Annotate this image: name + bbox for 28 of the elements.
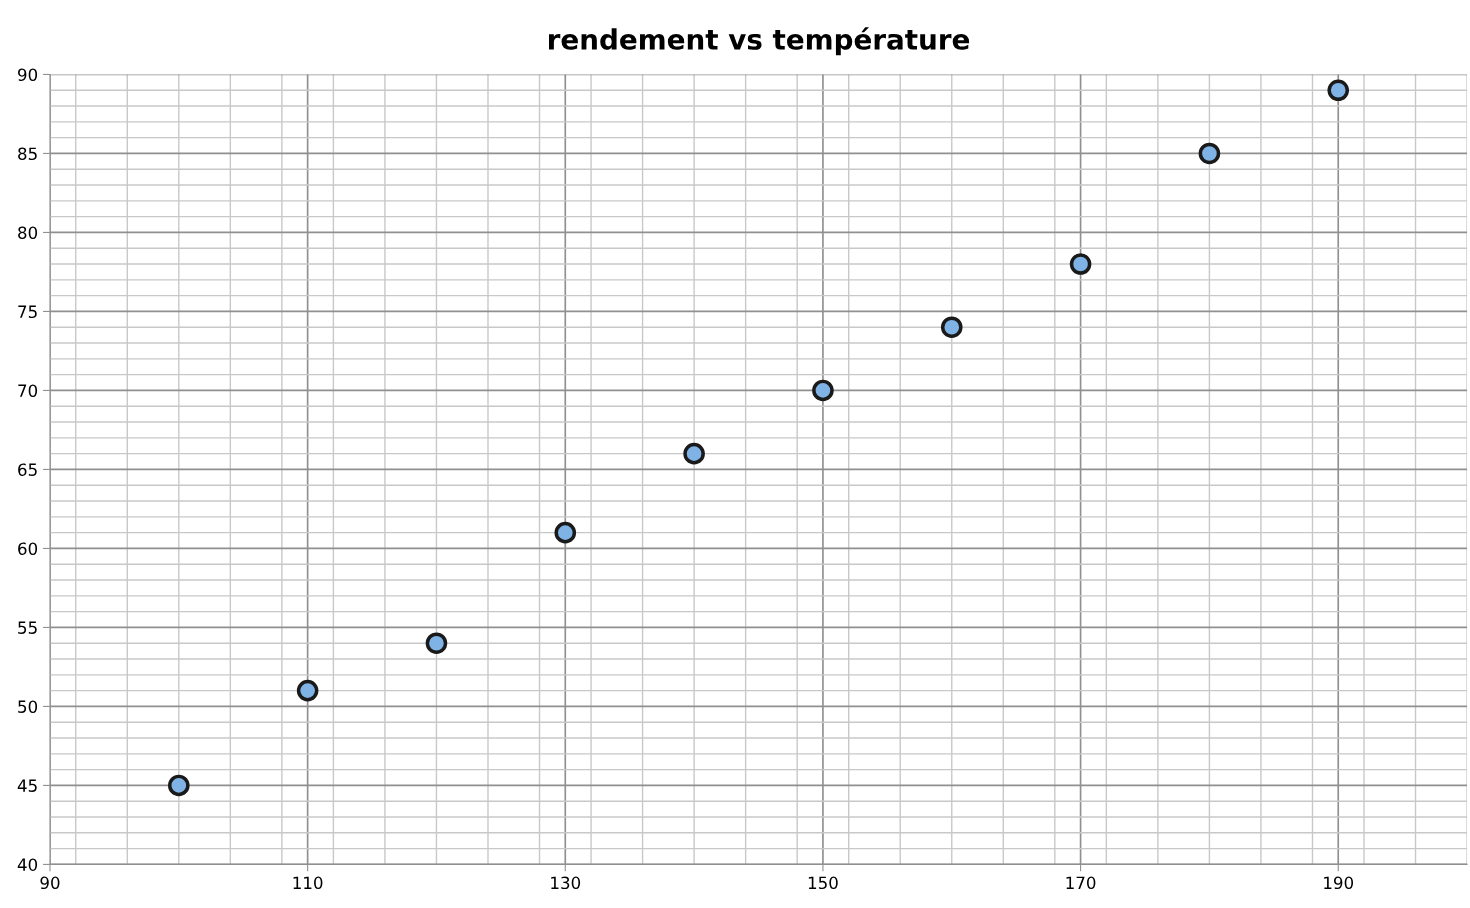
point [554, 521, 577, 544]
chart-title: rendement vs température [549, 27, 970, 56]
y-tick-label: 70 [18, 384, 38, 398]
x-tick-label: 90 [40, 876, 60, 890]
y-tick-label: 85 [18, 147, 37, 161]
y-tick-label: 75 [18, 305, 37, 319]
y-tick-label: 55 [18, 621, 37, 634]
point [1198, 142, 1221, 165]
x-tick-label: 190 [1324, 876, 1354, 890]
point [425, 632, 448, 655]
point [1327, 79, 1350, 102]
point [296, 679, 319, 702]
point [812, 379, 834, 402]
y-tick-label: 60 [18, 542, 38, 555]
y-tick-label: 65 [18, 463, 37, 477]
y-tick-label: 45 [17, 779, 37, 792]
point [940, 316, 963, 339]
point [683, 442, 705, 465]
y-tick-label: 80 [18, 226, 38, 240]
x-tick-label: 170 [1066, 876, 1096, 890]
y-tick-label: 90 [18, 68, 38, 82]
y-tick-label: 50 [18, 700, 38, 713]
x-tick-label: 110 [293, 876, 323, 890]
point [168, 774, 190, 797]
point [1069, 253, 1092, 275]
y-tick-label: 40 [17, 858, 38, 871]
x-tick-label: 130 [551, 876, 581, 890]
x-tick-label: 150 [808, 876, 838, 890]
